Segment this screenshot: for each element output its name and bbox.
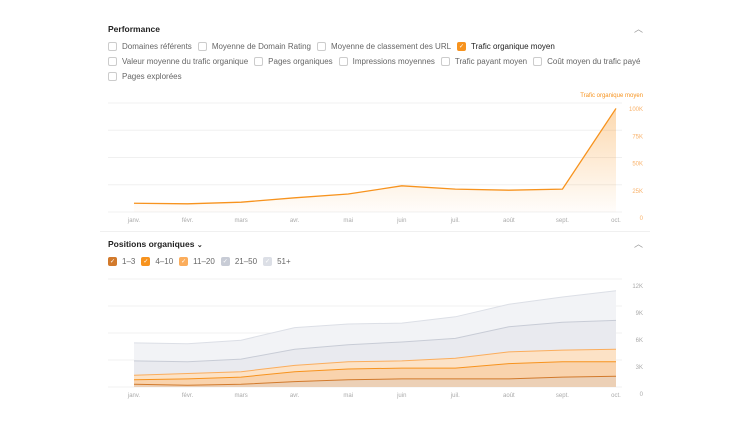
traffic-area: [134, 108, 616, 212]
checkbox-label: Impressions moyennes: [352, 57, 435, 66]
checkbox-label: Pages explorées: [122, 72, 182, 81]
x-tick-label: mars: [234, 393, 247, 399]
y-tick-label: 0: [640, 392, 644, 398]
checkbox-icon[interactable]: [254, 57, 264, 66]
metric-checkbox[interactable]: Impressions moyennes: [338, 57, 435, 66]
traffic-line: [133, 108, 617, 205]
x-tick-label: oct.: [611, 393, 621, 399]
y-tick-label: 25K: [632, 189, 643, 195]
y-tick-label: 50K: [632, 162, 643, 168]
checkbox-icon[interactable]: [108, 42, 117, 51]
y-tick-label: 0: [640, 216, 644, 222]
legend-checkbox-0[interactable]: ✓ 1–3: [108, 257, 135, 266]
checkbox-label: 21–50: [234, 257, 258, 266]
metric-checkbox[interactable]: Valeur moyenne du trafic organique: [108, 57, 248, 66]
checkbox-checked-icon[interactable]: ✓: [108, 257, 117, 266]
y-tick-label: 100K: [629, 107, 643, 113]
x-tick-label: août: [503, 218, 515, 224]
x-tick-label: juin: [396, 393, 406, 399]
checkbox-label: 11–20: [193, 257, 215, 266]
x-tick-label: oct.: [611, 218, 621, 224]
y-tick-label: 75K: [632, 134, 643, 140]
x-tick-label: févr.: [182, 218, 194, 224]
x-tick-label: mars: [234, 218, 247, 224]
line-11–20: [133, 348, 617, 376]
line-4–10: [133, 361, 616, 381]
checkbox-checked-icon[interactable]: ✓: [220, 257, 230, 266]
checkbox-label: Coût moyen du trafic payé: [547, 57, 641, 66]
checkbox-icon[interactable]: [440, 57, 450, 66]
checkbox-checked-icon[interactable]: ✓: [141, 257, 151, 266]
divider: [100, 231, 650, 232]
area-51+: [134, 290, 616, 362]
area-11–20: [134, 349, 616, 380]
x-tick-label: juil.: [450, 393, 460, 399]
x-tick-label: mai: [343, 218, 353, 224]
y-tick-label: 3K: [636, 365, 643, 371]
performance-title: Performance: [108, 24, 160, 34]
checkbox-checked-icon[interactable]: ✓: [263, 257, 273, 266]
x-tick-label: août: [503, 393, 515, 399]
checkbox-label: Trafic payant moyen: [454, 57, 528, 66]
checkbox-label: Domaines référents: [122, 42, 192, 51]
checkbox-label: Valeur moyenne du trafic organique: [122, 57, 249, 66]
area-21–50: [134, 320, 616, 376]
checkbox-checked-icon[interactable]: ✓: [179, 257, 189, 266]
y-tick-label: 9K: [636, 311, 643, 317]
checkbox-label: 4–10: [155, 257, 174, 266]
area-4–10: [134, 361, 616, 386]
legend-checkbox-3[interactable]: ✓ 21–50: [220, 257, 258, 266]
checkbox-label: 51+: [277, 257, 291, 266]
x-tick-label: janv.: [127, 218, 141, 224]
x-tick-label: janv.: [127, 393, 141, 399]
x-tick-label: juil.: [450, 218, 460, 224]
checkbox-icon[interactable]: [338, 57, 348, 66]
positions-title[interactable]: Positions organiques ⌄: [108, 239, 203, 249]
metric-checkbox[interactable]: ✓ Trafic organique moyen: [457, 42, 555, 51]
legend-checkbox-2[interactable]: ✓ 11–20: [179, 257, 215, 266]
metric-checkbox[interactable]: Domaines référents: [108, 42, 192, 51]
x-tick-label: avr.: [290, 393, 300, 399]
checkbox-icon[interactable]: [197, 42, 207, 51]
metric-checkbox[interactable]: Coût moyen du trafic payé: [533, 57, 641, 66]
x-tick-label: févr.: [182, 393, 194, 399]
checkbox-label: 1–3: [122, 257, 136, 266]
metric-checkbox[interactable]: Moyenne de Domain Rating: [197, 42, 311, 51]
collapse-positions-icon[interactable]: ︿: [634, 239, 644, 249]
checkbox-label: Pages organiques: [268, 57, 333, 66]
x-tick-label: juin: [396, 218, 406, 224]
x-tick-label: mai: [343, 393, 353, 399]
checkbox-checked-icon[interactable]: ✓: [457, 42, 467, 51]
chevron-down-icon: ⌄: [196, 242, 203, 249]
positions-title-text: Positions organiques: [108, 239, 195, 249]
metric-checkbox[interactable]: Pages organiques: [254, 57, 333, 66]
checkbox-icon[interactable]: [316, 42, 326, 51]
checkbox-icon[interactable]: [108, 57, 117, 66]
series-legend-label: Trafic organique moyen: [580, 93, 643, 99]
legend-checkbox-4[interactable]: ✓ 51+: [263, 257, 291, 266]
traffic-chart: 0 25K 50K 75K 100K janv. févr. mars avr. mai juin j…: [108, 93, 644, 224]
metric-checkbox[interactable]: Trafic payant moyen: [440, 57, 528, 66]
x-tick-label: sept.: [556, 393, 569, 399]
positions-chart: 0 3K 6K 9K 12K janv. févr. mars avr. mai juin juil.…: [108, 278, 644, 399]
collapse-performance-icon[interactable]: ︿: [634, 24, 644, 34]
line-1–3: [133, 375, 617, 386]
legend-checkbox-1[interactable]: ✓ 4–10: [141, 257, 173, 266]
line-51+: [133, 290, 617, 345]
checkbox-label: Trafic organique moyen: [471, 42, 555, 51]
checkbox-label: Moyenne de Domain Rating: [211, 42, 311, 51]
checkbox-label: Moyenne de classement des URL: [330, 42, 452, 51]
x-tick-label: sept.: [556, 218, 569, 224]
checkbox-icon[interactable]: [533, 57, 543, 66]
x-tick-label: avr.: [290, 218, 300, 224]
line-21–50: [133, 319, 617, 363]
checkbox-icon[interactable]: [108, 72, 117, 81]
metric-checkbox[interactable]: Pages explorées: [108, 72, 182, 81]
y-tick-label: 12K: [632, 284, 643, 290]
metric-checkbox[interactable]: Moyenne de classement des URL: [316, 42, 452, 51]
y-tick-label: 6K: [636, 338, 643, 344]
